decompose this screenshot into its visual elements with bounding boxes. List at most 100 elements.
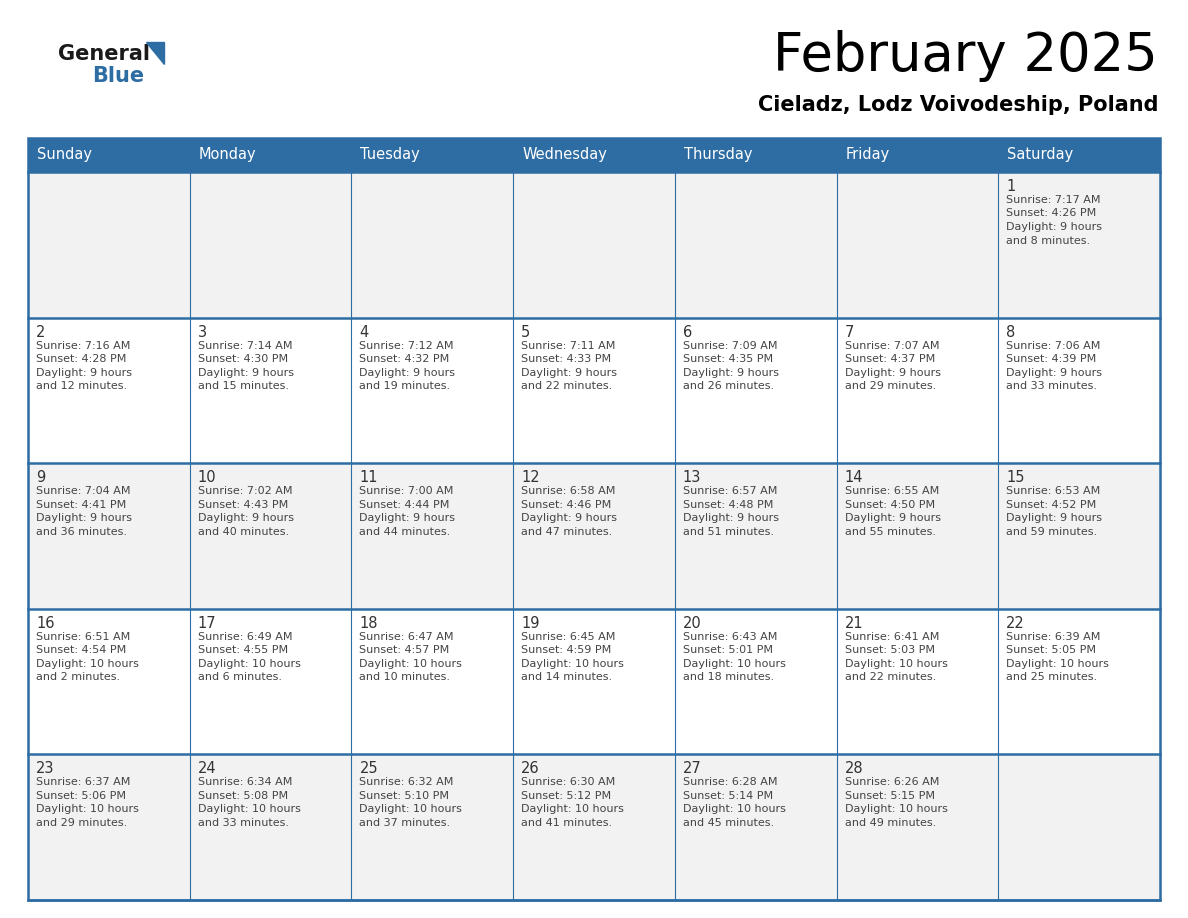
- Text: and 55 minutes.: and 55 minutes.: [845, 527, 936, 537]
- Text: Sunset: 5:06 PM: Sunset: 5:06 PM: [36, 791, 126, 800]
- Text: Daylight: 10 hours: Daylight: 10 hours: [683, 659, 785, 669]
- Text: Daylight: 9 hours: Daylight: 9 hours: [683, 367, 779, 377]
- Bar: [190, 172, 352, 318]
- Text: Sunset: 4:28 PM: Sunset: 4:28 PM: [36, 354, 126, 364]
- Text: 28: 28: [845, 761, 864, 777]
- Bar: [29, 172, 190, 318]
- Text: Sunset: 5:10 PM: Sunset: 5:10 PM: [360, 791, 449, 800]
- Bar: [29, 138, 190, 172]
- Bar: [836, 138, 998, 172]
- Bar: [190, 755, 352, 900]
- Bar: [190, 464, 352, 609]
- Text: Sunset: 4:39 PM: Sunset: 4:39 PM: [1006, 354, 1097, 364]
- Bar: [998, 609, 1159, 755]
- Text: and 36 minutes.: and 36 minutes.: [36, 527, 127, 537]
- Text: Sunrise: 6:51 AM: Sunrise: 6:51 AM: [36, 632, 131, 642]
- Bar: [352, 172, 513, 318]
- Text: Daylight: 9 hours: Daylight: 9 hours: [360, 513, 455, 523]
- Text: Blue: Blue: [91, 66, 144, 86]
- Text: Sunset: 4:55 PM: Sunset: 4:55 PM: [197, 645, 287, 655]
- Bar: [352, 609, 513, 755]
- Bar: [836, 755, 998, 900]
- Text: and 59 minutes.: and 59 minutes.: [1006, 527, 1098, 537]
- Text: February 2025: February 2025: [773, 30, 1158, 82]
- Text: 24: 24: [197, 761, 216, 777]
- Text: and 22 minutes.: and 22 minutes.: [845, 672, 936, 682]
- Text: 3: 3: [197, 325, 207, 340]
- Text: Daylight: 10 hours: Daylight: 10 hours: [197, 804, 301, 814]
- Bar: [352, 464, 513, 609]
- Bar: [513, 318, 675, 464]
- Text: and 12 minutes.: and 12 minutes.: [36, 381, 127, 391]
- Text: Sunset: 4:33 PM: Sunset: 4:33 PM: [522, 354, 612, 364]
- Text: and 8 minutes.: and 8 minutes.: [1006, 236, 1091, 245]
- Text: Sunrise: 6:53 AM: Sunrise: 6:53 AM: [1006, 487, 1100, 497]
- Text: Sunrise: 7:02 AM: Sunrise: 7:02 AM: [197, 487, 292, 497]
- Text: Sunrise: 7:16 AM: Sunrise: 7:16 AM: [36, 341, 131, 351]
- Text: Sunset: 4:32 PM: Sunset: 4:32 PM: [360, 354, 450, 364]
- Text: and 6 minutes.: and 6 minutes.: [197, 672, 282, 682]
- Text: Sunset: 5:03 PM: Sunset: 5:03 PM: [845, 645, 935, 655]
- Text: Sunset: 4:41 PM: Sunset: 4:41 PM: [36, 499, 126, 509]
- Text: Daylight: 9 hours: Daylight: 9 hours: [360, 367, 455, 377]
- Text: and 19 minutes.: and 19 minutes.: [360, 381, 450, 391]
- Text: Sunrise: 6:34 AM: Sunrise: 6:34 AM: [197, 778, 292, 788]
- Text: 10: 10: [197, 470, 216, 486]
- Text: and 29 minutes.: and 29 minutes.: [845, 381, 936, 391]
- Bar: [998, 318, 1159, 464]
- Text: Daylight: 9 hours: Daylight: 9 hours: [36, 367, 132, 377]
- Text: 9: 9: [36, 470, 45, 486]
- Bar: [675, 755, 836, 900]
- Bar: [29, 464, 190, 609]
- Text: and 10 minutes.: and 10 minutes.: [360, 672, 450, 682]
- Text: and 37 minutes.: and 37 minutes.: [360, 818, 450, 828]
- Text: Sunrise: 6:39 AM: Sunrise: 6:39 AM: [1006, 632, 1100, 642]
- Text: and 41 minutes.: and 41 minutes.: [522, 818, 612, 828]
- Text: Daylight: 10 hours: Daylight: 10 hours: [36, 659, 139, 669]
- Text: 26: 26: [522, 761, 539, 777]
- Bar: [675, 138, 836, 172]
- Text: 25: 25: [360, 761, 378, 777]
- Text: Sunset: 5:01 PM: Sunset: 5:01 PM: [683, 645, 773, 655]
- Text: Monday: Monday: [198, 148, 257, 162]
- Text: General: General: [58, 44, 150, 64]
- Text: Daylight: 9 hours: Daylight: 9 hours: [197, 513, 293, 523]
- Text: Daylight: 10 hours: Daylight: 10 hours: [522, 804, 624, 814]
- Text: 18: 18: [360, 616, 378, 631]
- Text: Sunrise: 6:47 AM: Sunrise: 6:47 AM: [360, 632, 454, 642]
- Text: Sunset: 4:59 PM: Sunset: 4:59 PM: [522, 645, 612, 655]
- Text: Thursday: Thursday: [684, 148, 752, 162]
- Bar: [29, 138, 1159, 900]
- Text: Sunrise: 7:07 AM: Sunrise: 7:07 AM: [845, 341, 939, 351]
- Text: Daylight: 9 hours: Daylight: 9 hours: [36, 513, 132, 523]
- Text: 13: 13: [683, 470, 701, 486]
- Bar: [998, 464, 1159, 609]
- Text: Sunset: 4:50 PM: Sunset: 4:50 PM: [845, 499, 935, 509]
- Bar: [513, 609, 675, 755]
- Text: 6: 6: [683, 325, 693, 340]
- Bar: [513, 464, 675, 609]
- Text: Daylight: 10 hours: Daylight: 10 hours: [360, 804, 462, 814]
- Text: 14: 14: [845, 470, 862, 486]
- Bar: [998, 138, 1159, 172]
- Text: Sunrise: 6:55 AM: Sunrise: 6:55 AM: [845, 487, 939, 497]
- Text: 1: 1: [1006, 179, 1016, 194]
- Text: 11: 11: [360, 470, 378, 486]
- Text: 21: 21: [845, 616, 864, 631]
- Bar: [675, 318, 836, 464]
- Text: Daylight: 10 hours: Daylight: 10 hours: [845, 804, 948, 814]
- Text: 15: 15: [1006, 470, 1025, 486]
- Bar: [998, 172, 1159, 318]
- Text: 20: 20: [683, 616, 702, 631]
- Bar: [513, 755, 675, 900]
- Bar: [513, 138, 675, 172]
- Bar: [675, 609, 836, 755]
- Text: 2: 2: [36, 325, 45, 340]
- Text: Sunrise: 6:41 AM: Sunrise: 6:41 AM: [845, 632, 939, 642]
- Text: Sunrise: 7:11 AM: Sunrise: 7:11 AM: [522, 341, 615, 351]
- Text: and 18 minutes.: and 18 minutes.: [683, 672, 775, 682]
- Text: Daylight: 9 hours: Daylight: 9 hours: [1006, 222, 1102, 232]
- Bar: [836, 464, 998, 609]
- Text: Sunrise: 7:06 AM: Sunrise: 7:06 AM: [1006, 341, 1100, 351]
- Text: Daylight: 9 hours: Daylight: 9 hours: [522, 367, 617, 377]
